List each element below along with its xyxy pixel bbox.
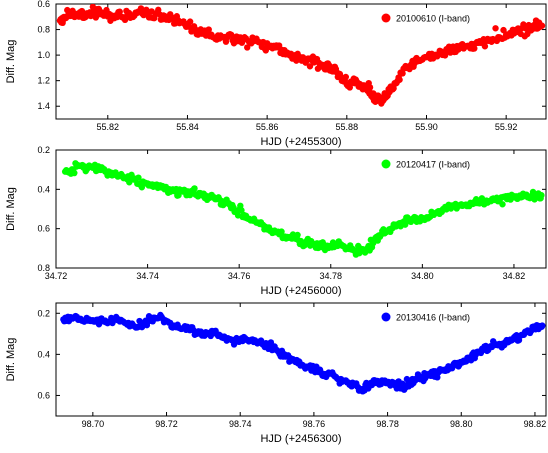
panel-2: 34.72 34.74 34.76 34.78 34.80 34.82 0.2 0.4 0.6 0…: [5, 145, 547, 297]
x-tick-label: 98.74: [229, 419, 252, 429]
data-point: [228, 31, 235, 39]
plot-frame: [55, 3, 547, 120]
data-point: [537, 22, 545, 29]
x-tick-label: 98.80: [450, 419, 473, 429]
data-point: [306, 63, 314, 70]
data-point: [325, 61, 333, 69]
y-tick-label: 0.6: [37, 390, 50, 400]
legend-marker: [381, 159, 391, 169]
data-point: [71, 169, 78, 177]
data-point: [390, 85, 397, 92]
legend-label: 20100610 (I-band): [396, 14, 470, 24]
x-tick-label: 55.84: [176, 122, 199, 132]
data-point: [205, 26, 212, 33]
data-point: [538, 323, 545, 330]
legend-marker: [381, 312, 391, 322]
x-axis-title: HJD (+2456300): [260, 433, 341, 445]
data-point: [190, 23, 198, 30]
legend-label: 20120417 (I-band): [396, 160, 470, 170]
data-point: [492, 25, 499, 32]
x-tick-label: 34.72: [45, 271, 68, 281]
y-tick-label: 1.2: [37, 76, 50, 86]
data-point: [294, 231, 301, 239]
x-tick-label: 98.82: [524, 419, 547, 429]
data-point: [222, 38, 230, 45]
y-axis-title: Diff. Mag: [5, 338, 17, 382]
x-tick-label: 98.70: [82, 419, 105, 429]
y-tick-label: 0.8: [37, 25, 50, 35]
data-point: [138, 184, 146, 191]
y-axis-title: Diff. Mag: [5, 187, 17, 231]
y-tick-label: 0.4: [37, 184, 50, 194]
data-point: [143, 321, 151, 329]
data-point: [191, 185, 198, 192]
data-point: [471, 45, 478, 52]
data-point: [238, 207, 245, 214]
x-tick-label: 55.92: [495, 122, 518, 132]
x-tick-label: 98.76: [303, 419, 326, 429]
data-point: [267, 339, 275, 346]
data-point: [342, 73, 350, 81]
legend-label: 20130416 (I-band): [396, 313, 470, 323]
y-tick-label: 0.6: [37, 0, 50, 9]
x-tick-label: 34.76: [228, 271, 251, 281]
x-axis-title: HJD (+2455300): [260, 136, 341, 148]
plot-frame: [55, 302, 547, 417]
data-point: [515, 336, 523, 344]
data-point: [121, 16, 129, 24]
x-tick-label: 55.88: [336, 122, 359, 132]
y-tick-label: 0.8: [37, 263, 50, 273]
x-tick-label: 34.80: [411, 271, 434, 281]
series-points: [56, 4, 546, 107]
legend-marker: [381, 13, 391, 23]
x-tick-label: 55.90: [415, 122, 438, 132]
x-tick-label: 34.78: [320, 271, 343, 281]
x-tick-label: 55.86: [256, 122, 279, 132]
data-point: [186, 18, 194, 25]
data-point: [316, 366, 324, 373]
x-axis-title: HJD (+2456000): [260, 285, 341, 297]
data-point: [137, 5, 145, 12]
data-point: [156, 11, 163, 18]
y-axis-title: Diff. Mag: [5, 40, 17, 84]
x-tick-label: 55.82: [97, 122, 120, 132]
series-points: [61, 160, 545, 258]
y-tick-label: 1.4: [37, 101, 50, 111]
data-point: [481, 43, 489, 50]
data-point: [278, 228, 285, 235]
y-tick-label: 0.6: [37, 224, 50, 234]
data-point: [143, 6, 150, 13]
x-tick-label: 34.82: [503, 271, 526, 281]
data-point: [116, 8, 123, 15]
series-points: [60, 311, 546, 395]
data-point: [376, 233, 384, 240]
data-point: [537, 195, 544, 202]
data-point: [441, 52, 449, 59]
data-point: [499, 201, 506, 208]
data-point: [238, 39, 246, 46]
x-tick-label: 34.74: [136, 271, 159, 281]
data-point: [135, 174, 142, 181]
x-tick-label: 98.78: [376, 419, 399, 429]
data-point: [508, 32, 515, 39]
data-point: [396, 76, 403, 83]
data-point: [513, 332, 520, 339]
y-tick-label: 0.2: [37, 308, 50, 318]
data-point: [471, 354, 478, 362]
data-point: [401, 221, 409, 228]
panel-1: 55.82 55.84 55.86 55.88 55.90 55.92 0.6 0.8 1.0 1…: [5, 0, 547, 148]
data-point: [244, 44, 251, 51]
data-point: [313, 55, 321, 63]
data-point: [366, 84, 374, 91]
y-tick-label: 1.0: [37, 50, 50, 60]
y-tick-label: 0.4: [37, 349, 50, 359]
data-point: [78, 7, 86, 15]
panel-3: 98.70 98.72 98.74 98.76 98.78 98.80 98.82 0.2 0.…: [5, 302, 547, 445]
x-tick-label: 98.72: [155, 419, 178, 429]
y-tick-label: 0.2: [37, 145, 50, 155]
plot-frame: [55, 149, 547, 269]
